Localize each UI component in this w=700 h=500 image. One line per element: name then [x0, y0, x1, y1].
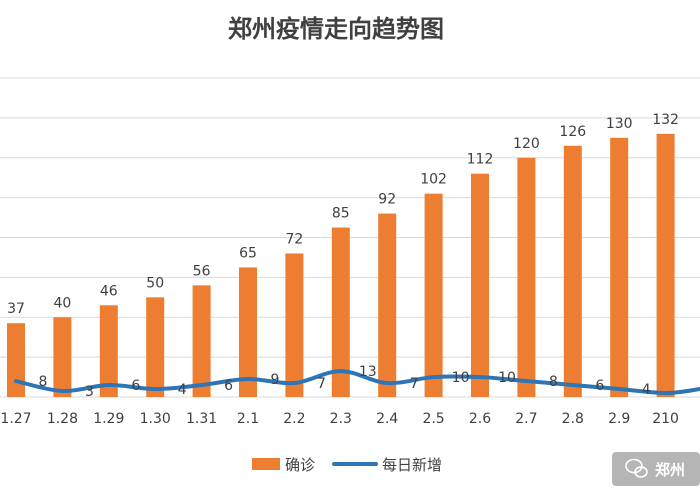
legend-swatch-bar [252, 458, 280, 470]
bar [192, 285, 211, 397]
x-tick-label: 2.8 [562, 411, 584, 427]
bar-label: 126 [559, 124, 586, 140]
line-label: 10 [498, 370, 516, 386]
bar-label: 65 [239, 245, 257, 261]
line-label: 13 [359, 364, 377, 380]
bar [53, 317, 72, 397]
bar-label: 85 [332, 206, 350, 222]
bar-label: 120 [513, 136, 540, 152]
x-tick-label: 2.7 [515, 411, 537, 427]
line-label: 6 [595, 378, 604, 394]
x-tick-label: 2.1 [237, 411, 259, 427]
bar-label: 46 [100, 283, 118, 299]
line-series [14, 369, 700, 396]
bar [285, 253, 304, 397]
chart-title: 郑州疫情走向趋势图 [228, 15, 444, 43]
watermark-text: 郑州 [655, 461, 685, 479]
legend-label-bar: 确诊 [285, 456, 315, 474]
x-tick-label: 2.2 [283, 411, 305, 427]
bar-label: 50 [146, 275, 164, 291]
x-tick-label: 2.3 [330, 411, 352, 427]
bar [424, 193, 443, 397]
bar [517, 157, 536, 397]
x-tick-label: 1.27 [0, 411, 31, 427]
x-tick-label: 2.5 [422, 411, 444, 427]
bar-label: 37 [7, 301, 25, 317]
x-tick-label: 1.29 [93, 411, 124, 427]
bar [378, 213, 397, 397]
legend-label-line: 每日新增 [382, 456, 442, 474]
bar-label: 72 [285, 231, 303, 247]
line-path [14, 369, 700, 396]
x-tick-label: 2.9 [608, 411, 630, 427]
line-label: 3 [85, 384, 94, 400]
x-tick-label: 2.6 [469, 411, 491, 427]
bar [656, 133, 675, 397]
bar-label: 92 [378, 192, 396, 208]
bar [610, 137, 629, 397]
x-tick-label: 210 [652, 411, 679, 427]
line-data-labels: 8 3 6 4 6 9 7 13 7 10 10 8 6 4 [39, 364, 651, 400]
x-tick-label: 1.28 [47, 411, 78, 427]
x-tick-label: 1.30 [140, 411, 171, 427]
line-label: 9 [271, 372, 280, 388]
bar-label: 56 [193, 263, 211, 279]
watermark-bg [612, 452, 700, 486]
line-label: 7 [317, 376, 326, 392]
bar-series [7, 133, 675, 397]
bar [239, 267, 257, 397]
bar-label: 112 [467, 152, 494, 168]
x-tick-label: 1.31 [186, 411, 217, 427]
bar-label: 130 [606, 116, 633, 132]
bar-label: 102 [420, 172, 447, 188]
bar-label: 132 [652, 112, 679, 128]
bar [563, 145, 582, 397]
x-tick-label: 2.4 [376, 411, 398, 427]
line-label: 6 [131, 378, 140, 394]
bar [471, 173, 489, 397]
x-axis-ticks: 1.27 1.28 1.29 1.30 1.31 2.1 2.2 2.3 2.4 2.5 2.6 2.… [0, 411, 679, 427]
line-label: 10 [452, 370, 470, 386]
line-label: 8 [549, 374, 558, 390]
bar [7, 323, 25, 397]
line-label: 4 [178, 382, 187, 398]
line-label: 4 [642, 382, 651, 398]
bar-label: 40 [53, 295, 71, 311]
legend: 确诊 每日新增 [252, 456, 442, 474]
bar [99, 305, 118, 397]
watermark: 郑州 [612, 452, 700, 486]
bar [146, 297, 165, 397]
line-label: 6 [224, 378, 233, 394]
bar-data-labels: 37 40 46 50 56 65 72 85 92 102 112 120 126 130 132 [7, 112, 679, 317]
wechat-icon [625, 458, 648, 478]
line-label: 7 [410, 376, 419, 392]
bar [331, 227, 350, 397]
line-label: 8 [39, 374, 48, 390]
